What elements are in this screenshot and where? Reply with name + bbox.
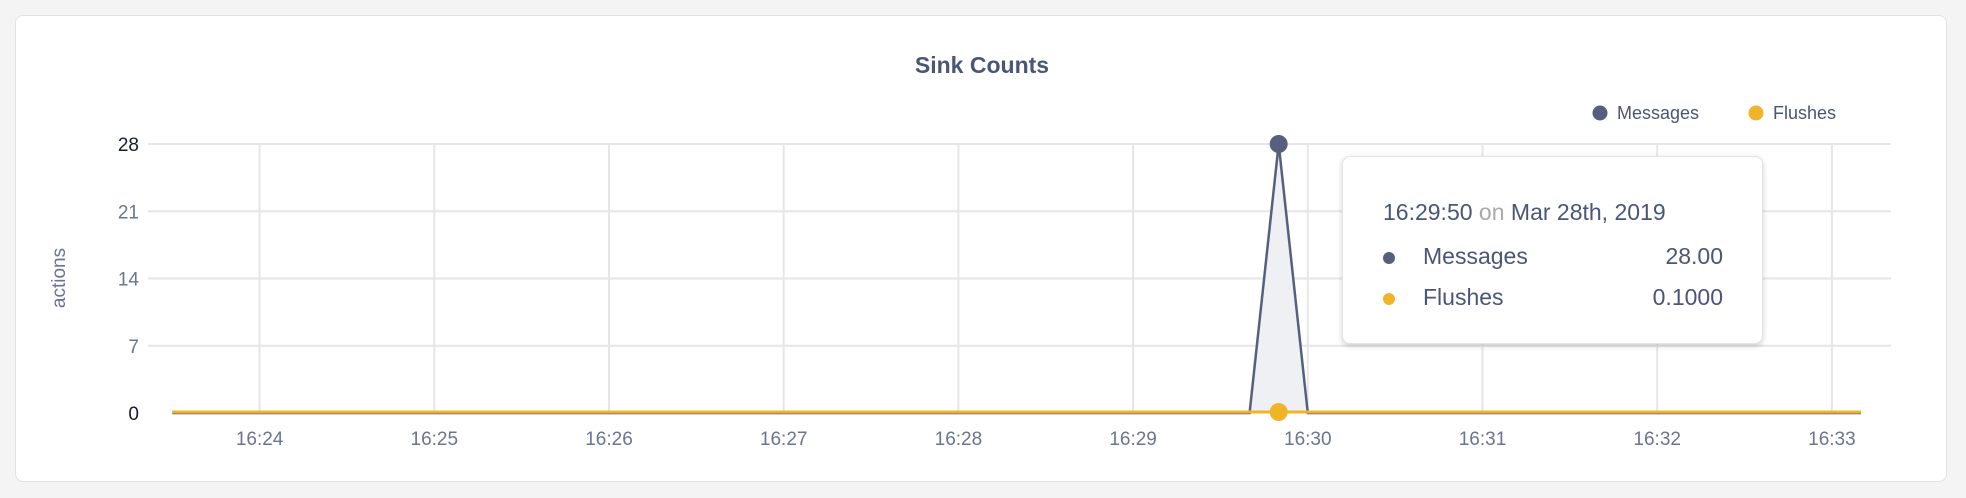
flushes-dot-icon [1383, 293, 1395, 305]
legend-label-messages[interactable]: Messages [1617, 103, 1699, 123]
x-tick-label: 16:26 [585, 429, 633, 450]
tooltip-date: Mar 28th, 2019 [1510, 199, 1666, 225]
tooltip-title: 16:29:50 on Mar 28th, 2019 [1383, 199, 1666, 226]
flushes-hover-point [1269, 403, 1288, 422]
tooltip-time: 16:29:50 [1383, 199, 1473, 225]
y-tick-label: 21 [118, 202, 139, 223]
messages-dot-icon [1383, 252, 1395, 264]
y-tick-label: 0 [128, 404, 139, 425]
x-tick-label: 16:32 [1633, 429, 1681, 450]
legend-label-flushes[interactable]: Flushes [1773, 103, 1836, 123]
y-tick-label: 28 [118, 135, 139, 156]
x-tick-label: 16:28 [935, 429, 983, 450]
tooltip-on: on [1478, 199, 1505, 225]
tooltip-label: Messages [1423, 243, 1528, 269]
tooltip-label: Flushes [1423, 284, 1504, 310]
messages-legend-dot-icon[interactable] [1592, 105, 1608, 121]
x-tick-label: 16:29 [1109, 429, 1157, 450]
tooltip-value: 0.1000 [1652, 284, 1723, 310]
x-tick-label: 16:31 [1459, 429, 1507, 450]
x-tick-label: 16:24 [236, 429, 284, 450]
x-tick-label: 16:25 [411, 429, 459, 450]
y-axis-label: actions [49, 248, 70, 308]
tooltip-row-flushes: Flushes 0.1000 [1383, 284, 1723, 314]
y-tick-label: 7 [128, 337, 139, 358]
x-tick-label: 16:27 [760, 429, 808, 450]
tooltip-value: 28.00 [1665, 243, 1723, 269]
tooltip-row-messages: Messages 28.00 [1383, 243, 1723, 273]
x-tick-label: 16:30 [1284, 429, 1332, 450]
y-tick-label: 14 [118, 270, 140, 291]
chart-title: Sink Counts [915, 52, 1049, 78]
flushes-legend-dot-icon[interactable] [1748, 105, 1764, 121]
x-tick-label: 16:33 [1808, 429, 1856, 450]
messages-hover-point [1269, 135, 1288, 153]
chart-tooltip: 16:29:50 on Mar 28th, 2019 Messages 28.0… [1342, 156, 1763, 344]
